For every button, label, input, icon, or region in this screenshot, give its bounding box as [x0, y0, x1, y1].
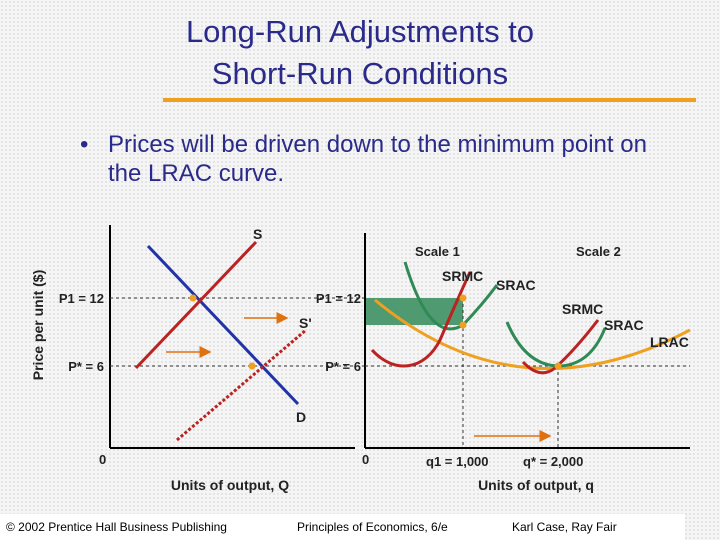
firm-point-srac1 — [459, 321, 467, 329]
right-x-axis-label: Units of output, q — [478, 477, 594, 493]
scale2-label: Scale 2 — [576, 244, 621, 259]
srac-scale2-label: SRAC — [604, 317, 644, 333]
lrac-label: LRAC — [650, 334, 689, 350]
qstar-tick-label: q* = 2,000 — [523, 454, 583, 469]
footer-copyright: © 2002 Prentice Hall Business Publishing — [6, 520, 227, 534]
firm-point-p1 — [459, 294, 467, 302]
q1-tick-label: q1 = 1,000 — [426, 454, 489, 469]
right-p1-label: P1 = 12 — [316, 291, 361, 306]
footer-book-title: Principles of Economics, 6/e — [297, 520, 448, 534]
left-x-axis-label: Units of output, Q — [171, 477, 289, 493]
left-p1-label: P1 = 12 — [59, 291, 104, 306]
footer-authors: Karl Case, Ray Fair — [512, 520, 617, 534]
equilibrium-point-2 — [248, 362, 256, 370]
industry-chart: Price per unit ($) P1 = 12 P* = 6 0 S S'… — [30, 225, 365, 493]
supply-shifted-label: S' — [299, 315, 312, 331]
srmc-scale2-label: SRMC — [562, 301, 603, 317]
demand-label: D — [296, 409, 306, 425]
slide-title-line2: Short-Run Conditions — [211, 56, 509, 91]
firm-point-min-lrac — [554, 362, 562, 370]
supply-curve — [134, 240, 258, 370]
srmc-scale2-curve — [521, 319, 600, 375]
supply-curve-shifted — [176, 328, 307, 442]
demand-curve — [146, 244, 300, 406]
footer-bar — [0, 514, 685, 540]
right-origin-label: 0 — [362, 452, 369, 467]
slide-title-line1: Long-Run Adjustments to — [185, 14, 535, 49]
srmc-scale1-curve — [370, 271, 472, 368]
bullet-dot-icon: • — [80, 131, 89, 158]
right-pstar-label: P* = 6 — [325, 359, 361, 374]
left-origin-label: 0 — [99, 452, 106, 467]
supply-label: S — [253, 226, 262, 242]
srac-scale1-label: SRAC — [496, 277, 536, 293]
title-underline — [163, 98, 696, 102]
y-axis-label: Price per unit ($) — [30, 270, 46, 380]
bullet-text: Prices will be driven down to the minimu… — [108, 131, 647, 187]
lrac-curve — [374, 298, 691, 371]
srmc-scale1-label: SRMC — [442, 268, 483, 284]
left-pstar-label: P* = 6 — [68, 359, 104, 374]
scale1-label: Scale 1 — [415, 244, 460, 259]
equilibrium-point-1 — [189, 294, 197, 302]
firm-chart: P1 = 12 P* = 6 0 Scale 1 Scale 2 SRMC SR… — [316, 233, 691, 493]
